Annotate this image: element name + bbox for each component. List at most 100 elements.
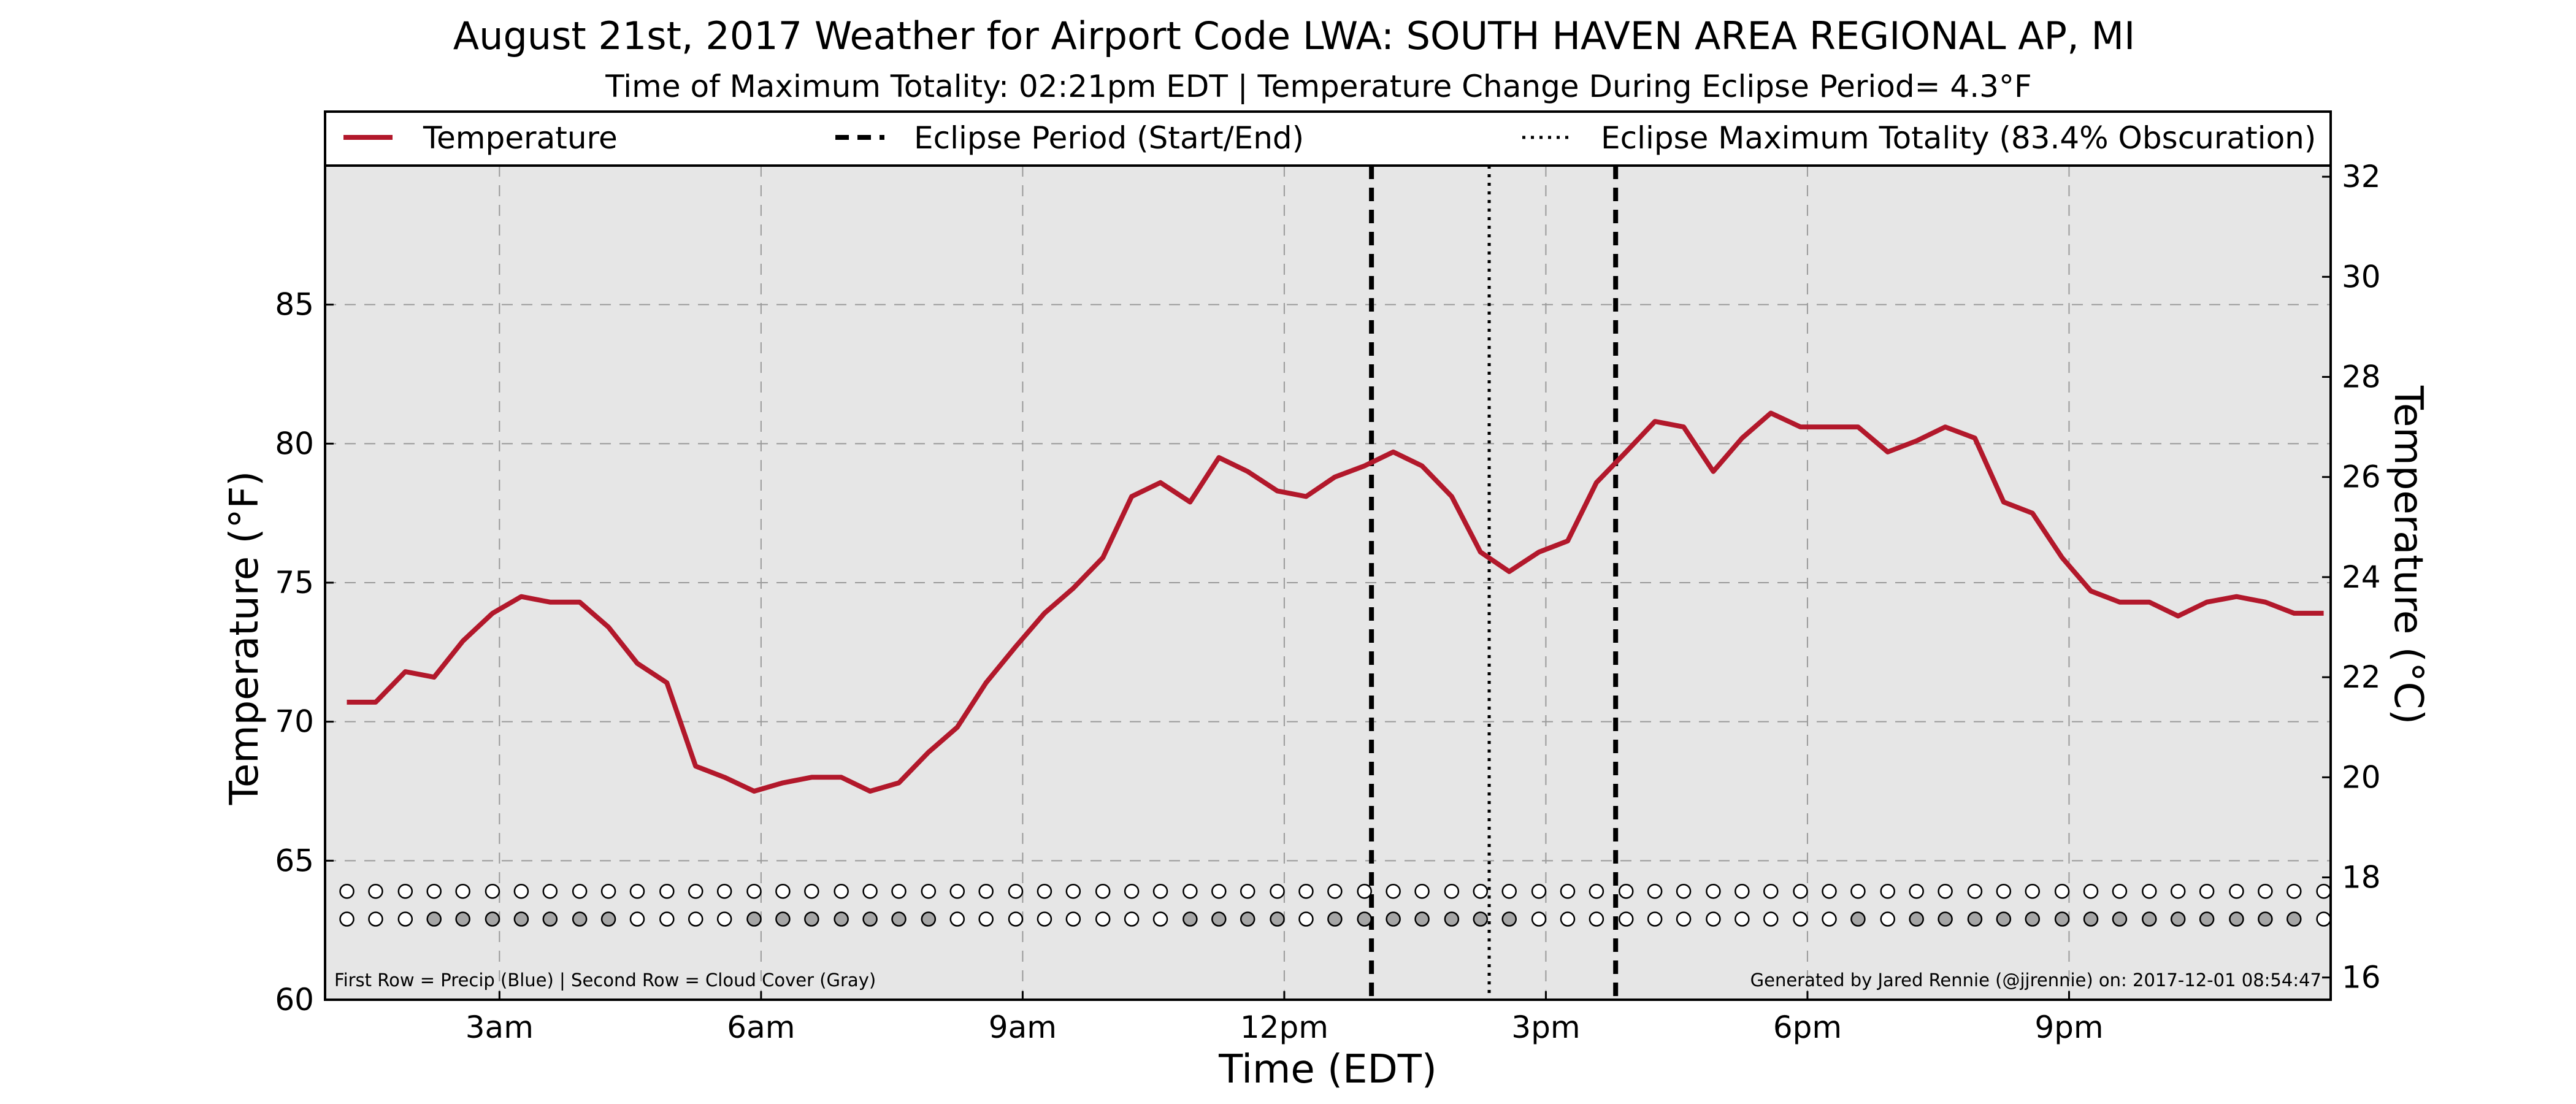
cloud-cover-dot [775, 911, 791, 927]
footnote-right: Generated by Jared Rennie (@jjrennie) on… [1750, 970, 2321, 991]
y2-tick-label: 24 [2342, 559, 2381, 595]
precip-dot [1996, 883, 2012, 899]
precip-dot [891, 883, 907, 899]
precip-dot [513, 883, 529, 899]
cloud-cover-dot [1473, 911, 1489, 927]
y2-tick-label: 20 [2342, 759, 2381, 795]
cloud-cover-dot [1008, 911, 1024, 927]
cloud-cover-dot [1152, 911, 1168, 927]
y-tick-label: 75 [275, 565, 314, 600]
cloud-cover-dot [2199, 911, 2215, 927]
precip-dot [978, 883, 994, 899]
precip-dot [339, 883, 355, 899]
precip-dot [1095, 883, 1111, 899]
precip-dot [368, 883, 383, 899]
x-tick-label: 9pm [2034, 1010, 2103, 1045]
precip-dot [2083, 883, 2099, 899]
precip-dot [1676, 883, 1692, 899]
cloud-cover-dot [1560, 911, 1576, 927]
precip-dot [455, 883, 470, 899]
precip-dot [1327, 883, 1343, 899]
precip-dot [1473, 883, 1489, 899]
precip-dot [659, 883, 675, 899]
precip-dot [542, 883, 558, 899]
y2-tick-label: 30 [2342, 259, 2381, 294]
cloud-cover-dot [891, 911, 907, 927]
cloud-cover-dot [1386, 911, 1401, 927]
y2-tick-label: 16 [2342, 960, 2381, 995]
cloud-cover-dot [1298, 911, 1314, 927]
precip-dot [2112, 883, 2128, 899]
cloud-cover-dot [862, 911, 878, 927]
precip-dot [1124, 883, 1140, 899]
footnote-left: First Row = Precip (Blue) | Second Row =… [334, 970, 876, 991]
precip-dot [1298, 883, 1314, 899]
cloud-cover-dot [978, 911, 994, 927]
precip-dot [485, 883, 500, 899]
precip-dot [1850, 883, 1866, 899]
precip-dot [600, 883, 616, 899]
x-tick-label: 3am [466, 1010, 534, 1045]
y-tick-label: 60 [275, 982, 314, 1018]
precip-dot [1183, 883, 1198, 899]
cloud-cover-dot [1735, 911, 1750, 927]
cloud-cover-dot [1822, 911, 1837, 927]
cloud-cover-dot [513, 911, 529, 927]
precip-dot [1735, 883, 1750, 899]
condition-dots [339, 883, 2331, 927]
precip-dot [688, 883, 703, 899]
cloud-cover-dot [1706, 911, 1721, 927]
precip-dot [1967, 883, 1983, 899]
cloud-cover-dot [1095, 911, 1111, 927]
cloud-cover-dot [659, 911, 675, 927]
legend-temperature-label: Temperature [423, 120, 618, 156]
y-axis-label-right: Temperature (°C) [2385, 385, 2431, 724]
precip-dot [921, 883, 937, 899]
precip-dot [2287, 883, 2302, 899]
cloud-cover-dot [1793, 911, 1808, 927]
cloud-cover-dot [1938, 911, 1953, 927]
y-tick-label: 85 [275, 287, 314, 323]
cloud-cover-dot [2287, 911, 2302, 927]
y2-tick-label: 32 [2342, 159, 2381, 194]
precip-dot [2316, 883, 2331, 899]
grid-lines [325, 166, 2331, 1000]
precip-dot [2199, 883, 2215, 899]
x-axis-label: Time (EDT) [1218, 1047, 1437, 1092]
precip-dot [1531, 883, 1547, 899]
precip-dot [1270, 883, 1285, 899]
y2-tick-label: 22 [2342, 659, 2381, 695]
precip-dot [397, 883, 413, 899]
y2-tick-label: 26 [2342, 459, 2381, 495]
precip-dot [1560, 883, 1576, 899]
cloud-cover-dot [1501, 911, 1517, 927]
precip-dot [746, 883, 762, 899]
precip-dot [834, 883, 849, 899]
cloud-cover-dot [2083, 911, 2099, 927]
cloud-cover-dot [716, 911, 732, 927]
cloud-cover-dot [1270, 911, 1285, 927]
cloud-cover-dot [1618, 911, 1634, 927]
precip-dot [2258, 883, 2273, 899]
precip-dot [1618, 883, 1634, 899]
cloud-cover-dot [1996, 911, 2012, 927]
cloud-cover-dot [629, 911, 645, 927]
cloud-cover-dot [1967, 911, 1983, 927]
cloud-cover-dot [1240, 911, 1255, 927]
precip-dot [1822, 883, 1837, 899]
precip-dot [1414, 883, 1430, 899]
y-axis-label-left: Temperature (°F) [222, 471, 267, 806]
cloud-cover-dot [1909, 911, 1924, 927]
cloud-cover-dot [1647, 911, 1663, 927]
cloud-cover-dot [600, 911, 616, 927]
temperature-line [347, 410, 2324, 794]
precip-dot [1763, 883, 1779, 899]
precip-dot [949, 883, 965, 899]
precip-dot [1938, 883, 1953, 899]
legend-box [324, 110, 2332, 167]
cloud-cover-dot [397, 911, 413, 927]
cloud-cover-dot [572, 911, 588, 927]
y2-tick-label: 28 [2342, 359, 2381, 395]
cloud-cover-dot [1444, 911, 1460, 927]
